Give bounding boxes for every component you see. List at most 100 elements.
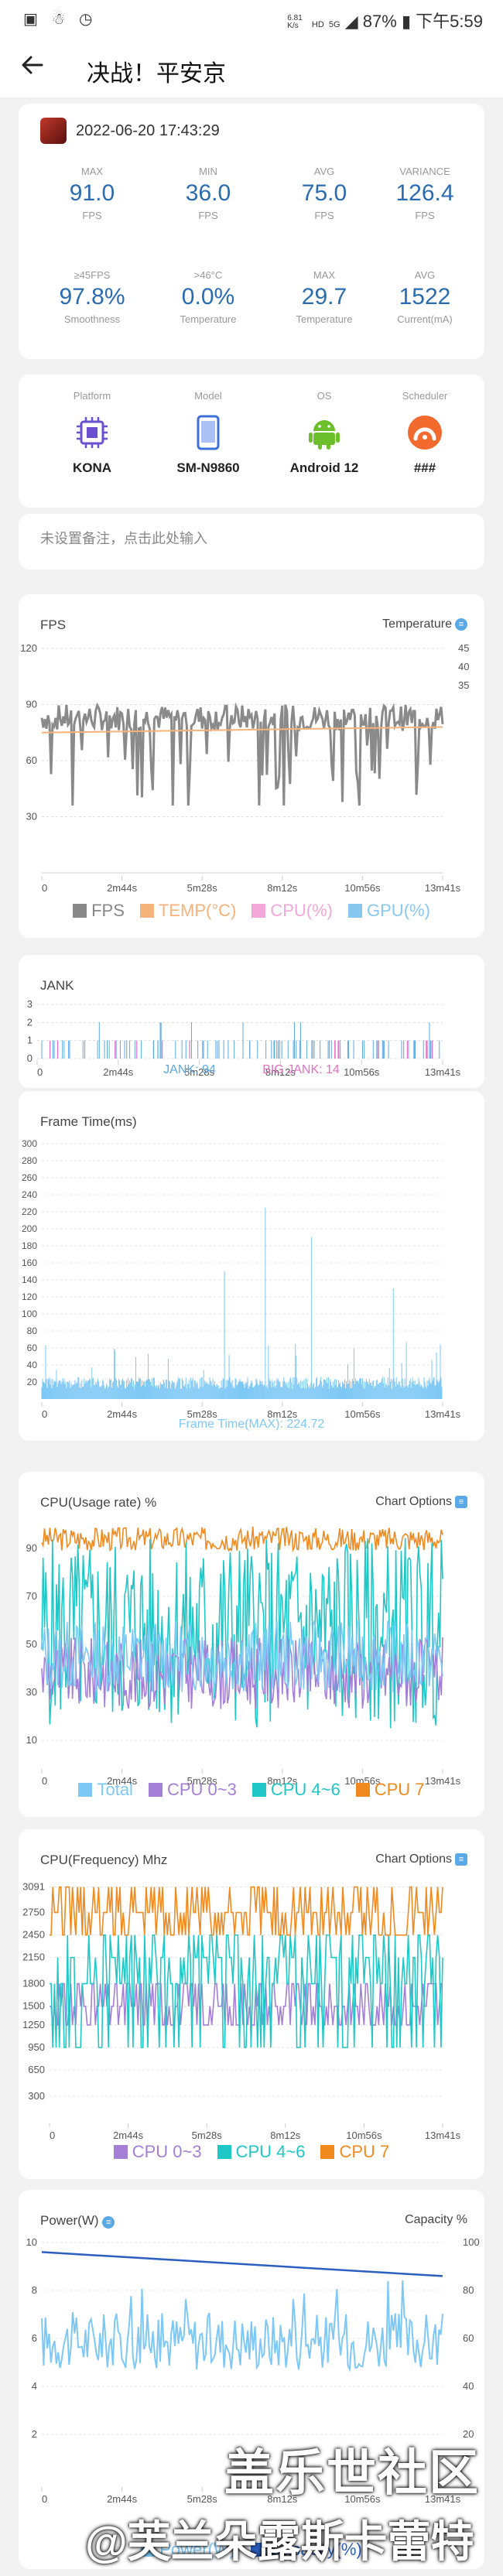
y-tick-label: 70 bbox=[26, 1590, 37, 1602]
x-tick-label: 13m41s bbox=[425, 882, 461, 894]
x-tick-label: 10m56s bbox=[344, 2493, 381, 2505]
stat-value: 36.0 bbox=[185, 180, 231, 206]
legend-item-2[interactable]: CPU(%) bbox=[252, 901, 333, 920]
frametime-chart-card: Frame Time(ms) 300 280 260 240 220 200 180 160 1… bbox=[19, 1091, 484, 1441]
jank-legend: JANK: 94 BIG JANK: 14 bbox=[19, 1063, 484, 1077]
y-tick-label: 950 bbox=[28, 2041, 45, 2053]
right-tick-label: 45 bbox=[458, 642, 469, 654]
android-icon bbox=[304, 412, 344, 453]
right-tick-label: 80 bbox=[463, 2284, 474, 2296]
x-tick-label: 2m44s bbox=[107, 1408, 138, 1420]
temperature-toggle[interactable]: Temperature ≡ bbox=[382, 617, 467, 631]
fps-stat-2: AVG 75.0 FPS bbox=[266, 166, 382, 221]
legend-item-2[interactable]: CPU 7 bbox=[320, 2142, 389, 2161]
legend-swatch bbox=[141, 2543, 156, 2557]
y-tick-label: 80 bbox=[27, 1326, 38, 1336]
cpu4-6-series-line bbox=[41, 1538, 443, 1729]
y-tick-label: 120 bbox=[20, 642, 37, 654]
signal-icon: ◢ bbox=[344, 12, 358, 31]
x-tick-label: 13m41s bbox=[425, 2493, 461, 2505]
cpu-usage-chart-options[interactable]: Chart Options ≡ bbox=[375, 1495, 467, 1509]
jank-chart-title: JANK bbox=[40, 978, 74, 993]
power-info-icon[interactable]: ≡ bbox=[102, 2216, 115, 2229]
device-platform: Platform KONA bbox=[34, 390, 150, 476]
x-tick-label: 0 bbox=[37, 1066, 43, 1078]
legend-label: CPU 4~6 bbox=[235, 2142, 306, 2161]
extra-stat-3: AVG 1522 Current(mA) bbox=[367, 269, 483, 325]
back-arrow-icon[interactable] bbox=[20, 53, 45, 82]
stat-label: AVG bbox=[414, 269, 436, 281]
legend-label: CPU 0~3 bbox=[132, 2142, 202, 2161]
y-tick-label: 60 bbox=[27, 1343, 38, 1353]
legend-item-3[interactable]: GPU(%) bbox=[348, 901, 430, 920]
x-tick-label: 13m41s bbox=[425, 2130, 461, 2141]
hd-badge: HD bbox=[311, 20, 324, 29]
legend-swatch bbox=[252, 1783, 266, 1797]
cpu-freq-chart-options[interactable]: Chart Options ≡ bbox=[375, 1852, 467, 1866]
legend-item-1[interactable]: TEMP(°C) bbox=[139, 901, 237, 920]
y-tick-label: 2 bbox=[27, 1016, 33, 1028]
stat-value: 91.0 bbox=[69, 180, 115, 206]
y-tick-label: 20 bbox=[27, 1377, 38, 1387]
legend-label: GPU(%) bbox=[367, 901, 430, 920]
cpu4-6-series-line bbox=[50, 1934, 443, 2048]
y-tick-label: 30 bbox=[26, 1686, 37, 1698]
y-tick-label: 240 bbox=[22, 1189, 37, 1200]
x-tick-label: 10m56s bbox=[344, 1408, 381, 1420]
signal-badge: 5G bbox=[328, 20, 340, 29]
legend-item-0[interactable]: CPU 0~3 bbox=[113, 2142, 202, 2161]
device-label: OS bbox=[317, 390, 332, 402]
device-model: Model SM-N9860 bbox=[150, 390, 266, 476]
legend-label: TEMP(°C) bbox=[158, 901, 237, 920]
legend-swatch bbox=[78, 1783, 93, 1797]
y-tick-label: 1250 bbox=[22, 2019, 45, 2030]
remark-field[interactable]: 未设置备注，点击此处输入 bbox=[19, 514, 484, 570]
cpu-usage-chart: 90 70 50 30 10 0 2m44s 5m28s 8m12s 10m56s 13m41s bbox=[26, 1526, 461, 1787]
frametime-chart: 3002802602402202001801601401201008060402… bbox=[22, 1138, 461, 1420]
device-value: ### bbox=[413, 460, 436, 475]
power-legend: Power(W) Capacity(%) bbox=[19, 2540, 484, 2560]
status-right: 6.81 K/s HD 5G ◢ 87% ▮ 下午5:59 bbox=[287, 8, 483, 32]
y-tick-label: 220 bbox=[22, 1206, 37, 1217]
capacity-series-line bbox=[41, 2251, 443, 2277]
legend-swatch bbox=[73, 904, 87, 918]
legend-item-0[interactable]: FPS bbox=[73, 901, 125, 920]
watermark-author: @芙兰朵露斯卡蕾特 bbox=[85, 2517, 474, 2566]
stat-label: >46°C bbox=[193, 269, 223, 281]
x-tick-label: 5m28s bbox=[192, 2130, 223, 2141]
legend-item-0[interactable]: Power(W) bbox=[141, 2540, 235, 2559]
fps-stat-1: MIN 36.0 FPS bbox=[150, 166, 266, 221]
legend-item-3[interactable]: CPU 7 bbox=[355, 1780, 425, 1799]
legend-label: CPU 7 bbox=[374, 1780, 425, 1799]
legend-item-0[interactable]: Total bbox=[78, 1780, 133, 1799]
power-chart-card: Power(W) ≡ Capacity % 10 100 8 80 6 60 4 40 2 20 0… bbox=[19, 2190, 484, 2569]
extra-stat-1: >46°C 0.0% Temperature bbox=[150, 269, 266, 325]
legend-item-2[interactable]: CPU 4~6 bbox=[252, 1780, 340, 1799]
big-jank-count: BIG JANK: 14 bbox=[262, 1063, 340, 1076]
legend-label: Total bbox=[97, 1780, 133, 1799]
cpu0-3-series-line bbox=[50, 1982, 443, 2026]
y-tick-label: 60 bbox=[26, 754, 37, 766]
y-tick-label: 1800 bbox=[22, 1978, 45, 1989]
y-tick-label: 10 bbox=[26, 1734, 37, 1746]
remark-placeholder: 未设置备注，点击此处输入 bbox=[40, 531, 207, 546]
session-datetime: 2022-06-20 17:43:29 bbox=[76, 122, 220, 139]
y-tick-label: 300 bbox=[22, 1138, 37, 1149]
fps-stat-0: MAX 91.0 FPS bbox=[34, 166, 150, 221]
y-tick-label: 90 bbox=[26, 699, 37, 710]
x-tick-label: 5m28s bbox=[187, 1775, 218, 1787]
watermark-community: 盖乐世社区 bbox=[224, 2445, 480, 2501]
x-tick-label: 5m28s bbox=[187, 1408, 218, 1420]
temp-series-line bbox=[41, 726, 443, 734]
legend-item-1[interactable]: Capacity(%) bbox=[250, 2540, 362, 2559]
extra-stat-2: MAX 29.7 Temperature bbox=[266, 269, 382, 325]
legend-item-1[interactable]: CPU 4~6 bbox=[217, 2142, 306, 2161]
stat-label: MAX bbox=[80, 166, 104, 177]
device-value: SM-N9860 bbox=[176, 460, 240, 475]
cpu-freq-chart-card: CPU(Frequency) Mhz Chart Options ≡ 3091 27… bbox=[19, 1829, 484, 2179]
fps-legend: FPS TEMP(°C) CPU(%) GPU(%) bbox=[19, 901, 484, 921]
legend-item-1[interactable]: CPU 0~3 bbox=[148, 1780, 237, 1799]
stat-label: MIN bbox=[199, 166, 217, 177]
y-tick-label: 3091 bbox=[22, 1881, 45, 1893]
x-tick-label: 8m12s bbox=[270, 2130, 301, 2141]
